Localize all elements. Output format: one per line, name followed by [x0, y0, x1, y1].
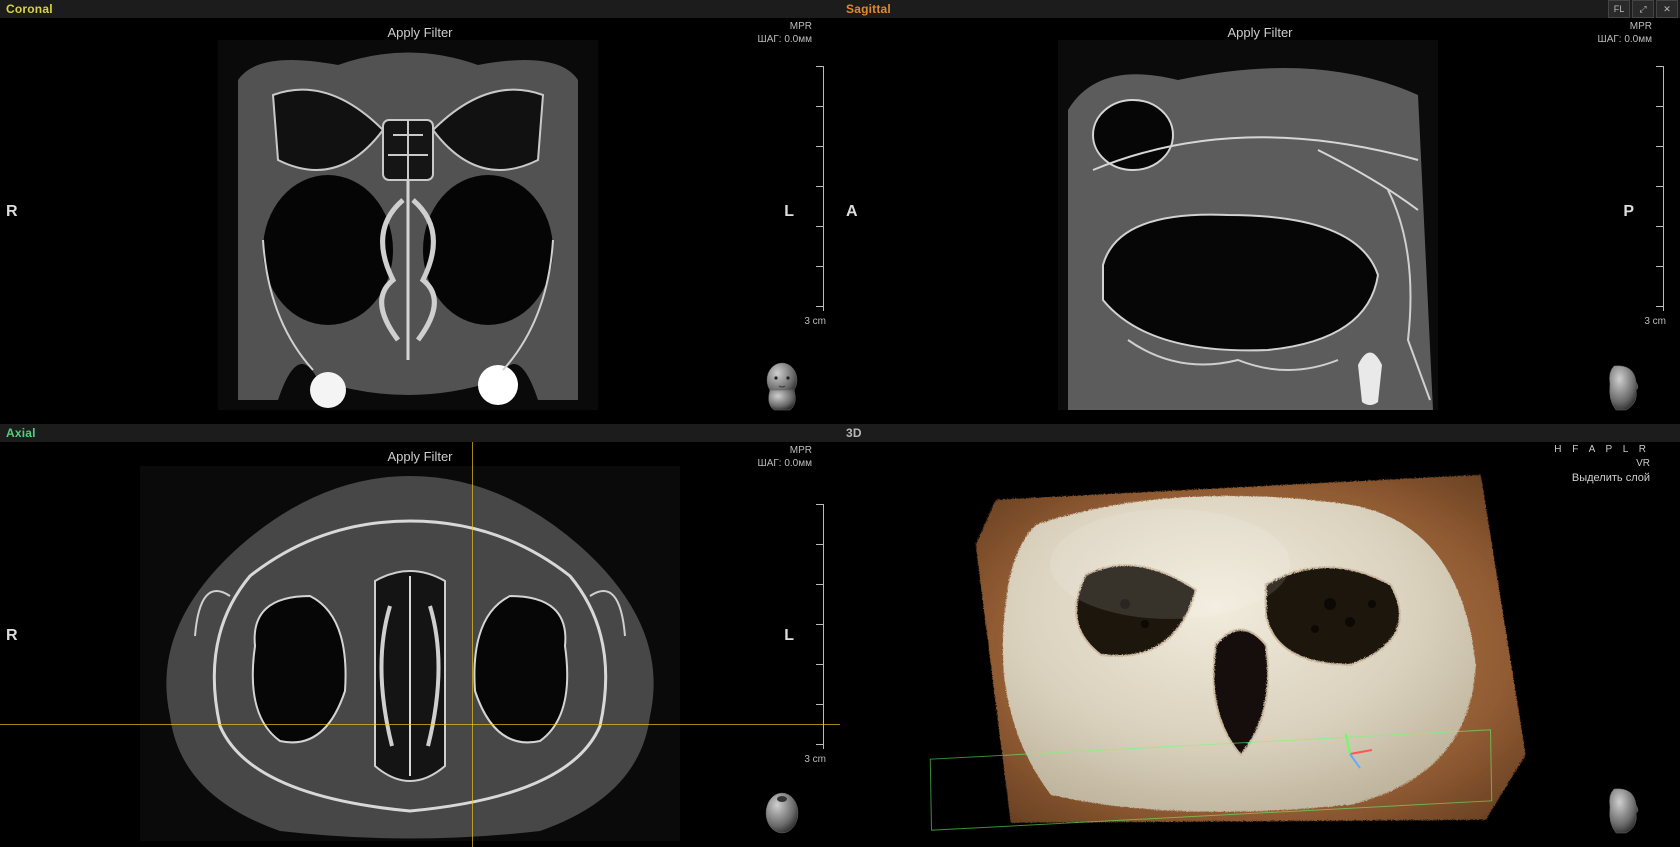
pane-axial[interactable]: Axial Apply Filter MPR ШАГ: 0.0мм R L	[0, 424, 840, 847]
scan-coronal[interactable]	[218, 40, 598, 410]
maximize-button[interactable]: ⤢	[1632, 0, 1654, 18]
scan-axial[interactable]	[140, 466, 680, 841]
pane-coronal[interactable]: Coronal Apply Filter MPR ШАГ: 0.0мм R L	[0, 0, 840, 424]
render-mode-label: VR	[1636, 458, 1650, 469]
pane-title-sagittal: Sagittal	[840, 0, 1680, 18]
side-label-posterior: P	[1623, 203, 1634, 221]
fl-button[interactable]: FL	[1608, 0, 1630, 18]
meta-coronal: MPR ШАГ: 0.0мм	[758, 20, 812, 46]
meta-step: ШАГ: 0.0мм	[758, 457, 812, 470]
meta-mode: MPR	[1598, 20, 1652, 33]
select-slice-button[interactable]: Выделить слой	[1572, 472, 1650, 484]
orientation-head-icon	[760, 360, 804, 412]
meta-mode: MPR	[758, 20, 812, 33]
window-controls: FL ⤢ ✕	[1608, 0, 1678, 18]
side-label-right: R	[6, 203, 18, 221]
ruler-coronal: 3 cm	[804, 66, 824, 323]
side-label-left: L	[784, 627, 794, 645]
side-label-right: R	[6, 627, 18, 645]
side-label-anterior: A	[846, 203, 858, 221]
ruler-sagittal: 3 cm	[1644, 66, 1664, 323]
viewport-grid: Coronal Apply Filter MPR ШАГ: 0.0мм R L	[0, 0, 1680, 847]
orientation-head-icon	[1600, 783, 1644, 835]
pane-title-coronal: Coronal	[0, 0, 840, 18]
pane-sagittal[interactable]: Sagittal FL ⤢ ✕ Apply Filter MPR ШАГ: 0.…	[840, 0, 1680, 424]
meta-step: ШАГ: 0.0мм	[758, 33, 812, 46]
meta-step: ШАГ: 0.0мм	[1598, 33, 1652, 46]
meta-mode: MPR	[758, 444, 812, 457]
axis-letters: H F A P L R	[1554, 444, 1650, 455]
pane-3d[interactable]: 3D H F A P L R VR Выделить слой	[840, 424, 1680, 847]
side-label-left: L	[784, 203, 794, 221]
apply-filter-button[interactable]: Apply Filter	[381, 24, 458, 41]
orientation-head-icon	[1600, 360, 1644, 412]
close-button[interactable]: ✕	[1656, 0, 1678, 18]
pane-title-3d: 3D	[840, 424, 1680, 442]
volume-render[interactable]	[920, 454, 1560, 834]
apply-filter-button[interactable]: Apply Filter	[381, 448, 458, 465]
ruler-axial: 3 cm	[804, 504, 824, 761]
orientation-head-icon	[760, 783, 804, 835]
meta-sagittal: MPR ШАГ: 0.0мм	[1598, 20, 1652, 46]
meta-axial: MPR ШАГ: 0.0мм	[758, 444, 812, 470]
apply-filter-button[interactable]: Apply Filter	[1221, 24, 1298, 41]
pane-title-axial: Axial	[0, 424, 840, 442]
scan-sagittal[interactable]	[1058, 40, 1438, 410]
